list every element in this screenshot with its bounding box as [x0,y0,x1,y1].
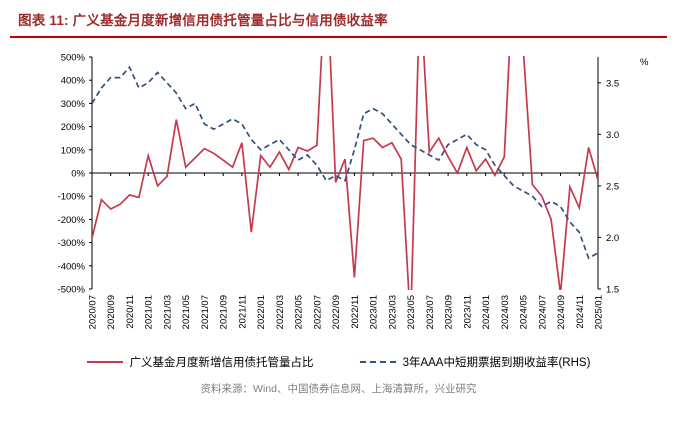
svg-text:2022/03: 2022/03 [275,295,286,329]
series-line-right [92,65,598,260]
svg-text:2024/05: 2024/05 [519,295,530,329]
svg-text:2022/07: 2022/07 [312,295,323,329]
svg-text:200%: 200% [61,122,86,133]
svg-text:2024/07: 2024/07 [537,295,548,329]
legend-label-fund-share: 广义基金月度新增信用债托管量占比 [129,357,314,369]
svg-text:2023/07: 2023/07 [425,295,436,329]
svg-text:%: % [640,57,649,68]
svg-text:300%: 300% [61,99,86,110]
title-divider [10,36,667,38]
svg-text:2020/09: 2020/09 [106,295,117,329]
svg-text:2023/03: 2023/03 [387,295,398,329]
svg-text:-500%: -500% [58,285,86,296]
figure-title: 图表 11: 广义基金月度新增信用债托管量占比与信用债收益率 [18,13,388,28]
svg-text:2024/09: 2024/09 [556,295,567,329]
svg-text:2022/05: 2022/05 [294,295,305,329]
svg-text:100%: 100% [61,145,86,156]
svg-text:2020/11: 2020/11 [125,295,136,329]
navy-dashed-line-swatch [359,361,396,363]
svg-text:2.5: 2.5 [606,181,619,192]
svg-text:2024/11: 2024/11 [575,295,586,329]
svg-text:2023/09: 2023/09 [444,295,455,329]
svg-text:1.5: 1.5 [606,285,619,296]
svg-text:2021/05: 2021/05 [181,295,192,329]
svg-text:2024/03: 2024/03 [500,295,511,329]
svg-text:2020/07: 2020/07 [88,295,99,329]
svg-text:-300%: -300% [58,238,86,249]
svg-text:2021/11: 2021/11 [237,295,248,329]
legend-label-yield: 3年AAA中短期票据到期收益率(RHS) [402,357,591,369]
svg-text:3.5: 3.5 [606,78,619,89]
svg-text:2023/05: 2023/05 [406,295,417,329]
svg-text:2025/01: 2025/01 [594,295,605,329]
legend-item-yield: 3年AAA中短期票据到期收益率(RHS) [359,354,591,370]
svg-text:500%: 500% [61,53,86,64]
svg-text:-400%: -400% [58,261,86,272]
svg-text:2021/01: 2021/01 [144,295,155,329]
chart-svg: 500% 400% 300% 200% 100% 0% -100% -200% -300% -40… [58,53,649,330]
svg-text:-100%: -100% [58,192,86,203]
svg-text:2022/01: 2022/01 [256,295,267,329]
svg-text:2023/11: 2023/11 [462,295,473,329]
svg-text:2021/09: 2021/09 [219,295,230,329]
legend-item-fund-share: 广义基金月度新增信用债托管量占比 [86,354,314,370]
svg-text:2023/01: 2023/01 [369,295,380,329]
svg-text:0%: 0% [71,169,85,180]
source-note: 资料来源：Wind、中国债券信息网、上海清算所，兴业研究 [200,383,477,395]
svg-text:2022/09: 2022/09 [331,295,342,329]
svg-text:2.0: 2.0 [606,233,619,244]
svg-text:400%: 400% [61,76,86,87]
svg-text:3.0: 3.0 [606,130,619,141]
svg-text:2024/01: 2024/01 [481,295,492,329]
series-line-left [92,56,598,290]
chart-legend: 广义基金月度新增信用债托管量占比 3年AAA中短期票据到期收益率(RHS) [0,354,677,370]
svg-text:2022/11: 2022/11 [350,295,361,329]
svg-text:2021/07: 2021/07 [200,295,211,329]
svg-text:-200%: -200% [58,215,86,226]
svg-text:2021/03: 2021/03 [163,295,174,329]
red-line-swatch [86,361,123,363]
figure: 图表 11: 广义基金月度新增信用债托管量占比与信用债收益率 500% 400% 3… [0,9,677,421]
